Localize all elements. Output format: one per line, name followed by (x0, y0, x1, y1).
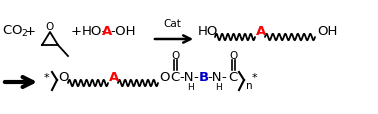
Text: H: H (215, 82, 222, 91)
Text: *: * (44, 72, 50, 82)
Text: H: H (187, 82, 194, 91)
Text: O: O (46, 21, 54, 31)
Text: n: n (246, 80, 253, 90)
Text: A: A (256, 25, 266, 38)
Text: C: C (170, 70, 179, 83)
Text: -N: -N (179, 70, 194, 83)
Text: -: - (193, 70, 198, 83)
Text: HO: HO (198, 25, 218, 38)
Text: A: A (109, 70, 119, 83)
Text: OH: OH (317, 25, 338, 38)
Text: A: A (102, 25, 112, 38)
Text: O: O (171, 51, 179, 60)
Text: -OH: -OH (110, 25, 135, 38)
Text: B: B (199, 70, 209, 83)
Text: -N: -N (207, 70, 222, 83)
Text: O: O (159, 70, 169, 83)
Text: O: O (229, 51, 237, 60)
Text: +: + (25, 25, 36, 38)
Text: C: C (228, 70, 237, 83)
Text: *: * (252, 72, 258, 82)
Text: O: O (58, 70, 68, 83)
Text: Cat: Cat (163, 19, 181, 29)
Text: CO$_2$: CO$_2$ (2, 24, 29, 39)
Text: +: + (71, 25, 82, 38)
Text: -: - (221, 70, 226, 83)
Text: HO-: HO- (82, 25, 107, 38)
